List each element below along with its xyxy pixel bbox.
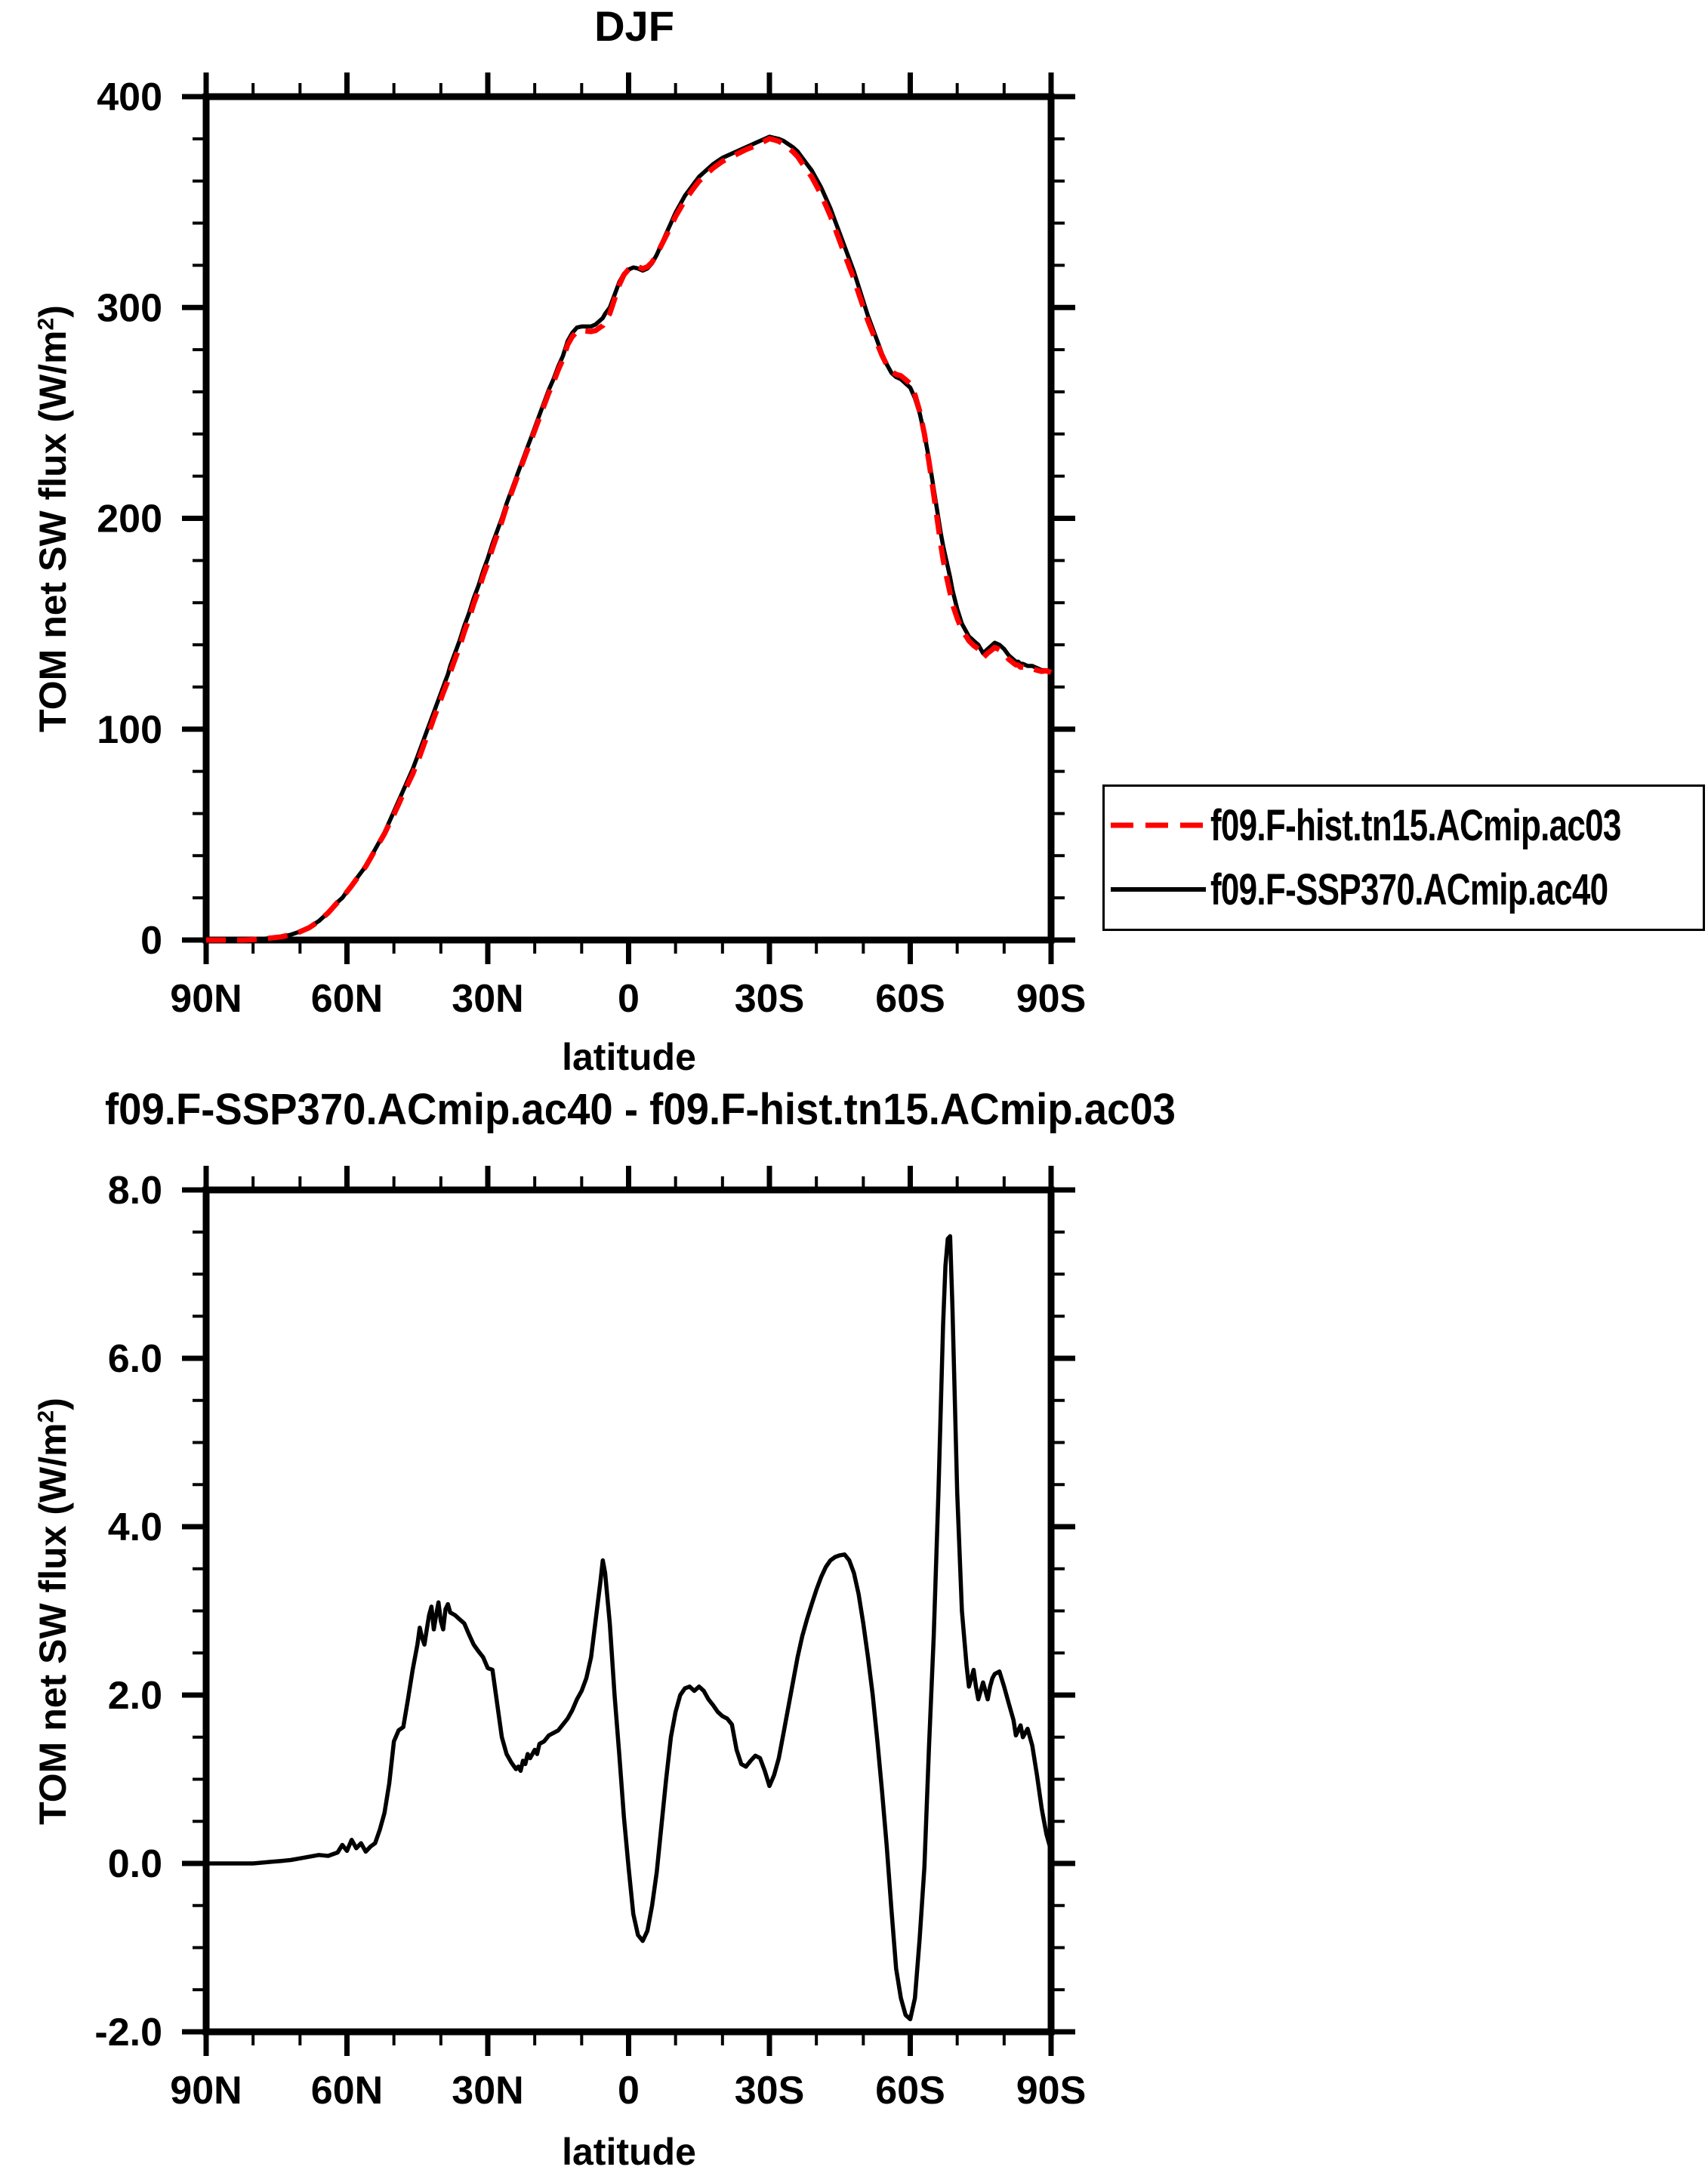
y-tick-label: 0.0 — [108, 1842, 162, 1886]
top-y-axis-title: TOM net SW flux (W/m2) — [31, 305, 75, 732]
diff-x-axis-title: latitude — [562, 2131, 696, 2173]
plot-frame — [202, 93, 1055, 944]
x-tick-label: 30N — [452, 977, 523, 1021]
legend: f09.F-hist.tn15.ACmip.ac03 f09.F-SSP370.… — [1102, 784, 1705, 931]
x-tick-label: 90N — [170, 977, 242, 1021]
x-tick-label: 60N — [311, 2069, 383, 2113]
diff-y-axis-title-sup: 2 — [33, 1410, 59, 1423]
diff-y-axis-title-text: TOM net SW flux (W/m — [32, 1422, 74, 1825]
x-tick-label: 30S — [735, 977, 805, 1021]
y-tick-label: 200 — [97, 498, 162, 541]
y-tick-label: 100 — [97, 708, 162, 752]
y-tick-label: 6.0 — [108, 1337, 162, 1381]
top-y-axis-title-end: ) — [32, 305, 74, 318]
y-tick-label: 400 — [97, 76, 162, 119]
legend-dashed-line-icon — [1111, 822, 1206, 828]
legend-item-ssp370: f09.F-SSP370.ACmip.ac40 — [1111, 865, 1708, 914]
x-tick-label: 90N — [170, 2069, 242, 2113]
y-tick-label: 300 — [97, 286, 162, 330]
curve-solid — [206, 134, 1053, 942]
diff-y-axis-title: TOM net SW flux (W/m2) — [31, 1398, 75, 1825]
y-tick-label: 8.0 — [108, 1169, 162, 1213]
x-tick-label: 90S — [1016, 2069, 1087, 2113]
top-chart-title: DJF — [594, 2, 674, 50]
y-tick-label: -2.0 — [94, 2011, 162, 2054]
diff-y-axis-title-end: ) — [32, 1398, 74, 1410]
x-tick-label: 60S — [875, 977, 945, 1021]
x-tick-label: 0 — [618, 977, 640, 1021]
top-y-axis-title-sup: 2 — [33, 317, 59, 331]
legend-item-hist: f09.F-hist.tn15.ACmip.ac03 — [1111, 800, 1708, 850]
curve-solid — [206, 1234, 1053, 2022]
x-tick-label: 90S — [1016, 977, 1087, 1021]
legend-solid-line-icon — [1111, 887, 1206, 892]
top-x-axis-title: latitude — [562, 1036, 696, 1078]
legend-label-hist: f09.F-hist.tn15.ACmip.ac03 — [1210, 800, 1621, 850]
legend-label-ssp370: f09.F-SSP370.ACmip.ac40 — [1210, 865, 1608, 914]
y-tick-label: 2.0 — [108, 1674, 162, 1718]
y-tick-label: 0 — [140, 919, 162, 963]
x-tick-label: 60N — [311, 977, 383, 1021]
x-tick-label: 0 — [618, 2069, 640, 2113]
curve-hist-dashed — [206, 136, 1053, 943]
y-tick-label: 4.0 — [108, 1506, 162, 1549]
x-tick-label: 30S — [735, 2069, 805, 2113]
x-tick-label: 30N — [452, 2069, 523, 2113]
plot-frame — [202, 1186, 1055, 2036]
diff-chart-title: f09.F-SSP370.ACmip.ac40 - f09.F-hist.tn1… — [104, 1085, 1176, 1134]
x-tick-label: 60S — [875, 2069, 945, 2113]
top-y-axis-title-text: TOM net SW flux (W/m — [32, 330, 74, 732]
